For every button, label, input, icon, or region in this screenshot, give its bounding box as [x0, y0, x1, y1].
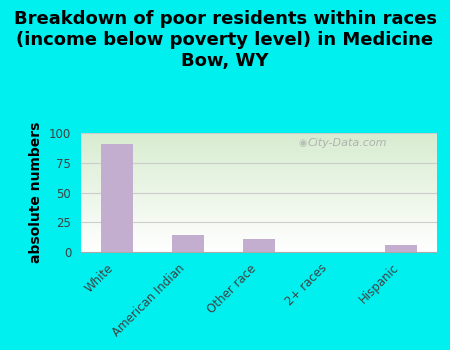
Text: Breakdown of poor residents within races
(income below poverty level) in Medicin: Breakdown of poor residents within races…	[14, 10, 436, 70]
Bar	[171, 235, 204, 252]
Y-axis label: absolute numbers: absolute numbers	[29, 122, 44, 263]
Bar	[100, 144, 133, 252]
Bar	[385, 245, 417, 252]
Text: City-Data.com: City-Data.com	[308, 138, 387, 147]
Bar	[243, 239, 275, 252]
Text: ◉: ◉	[299, 138, 307, 147]
